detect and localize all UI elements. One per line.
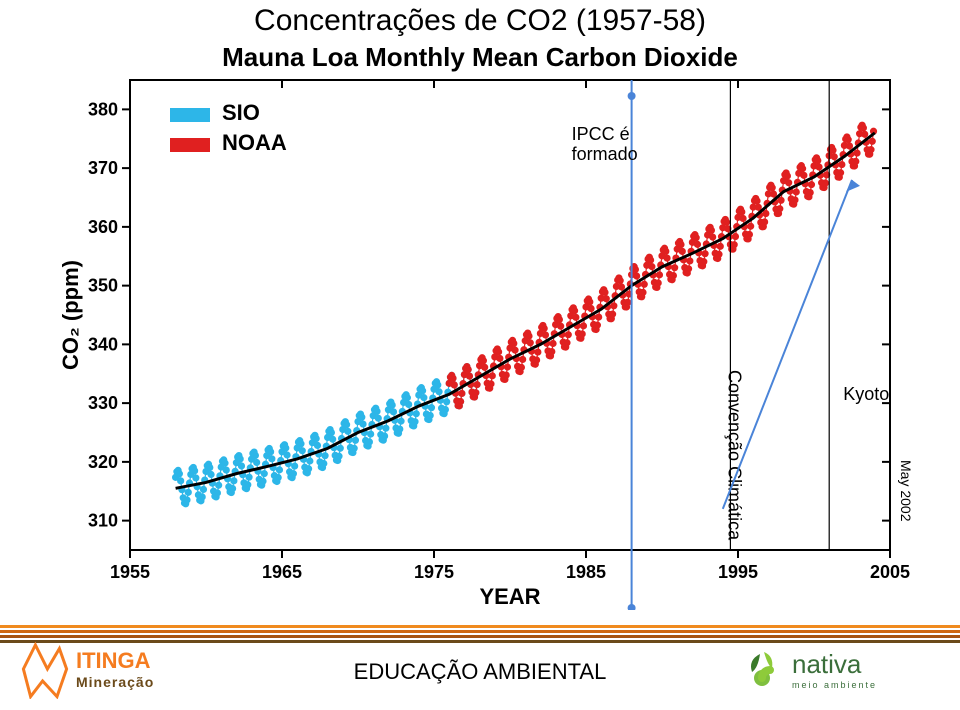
logo-nativa: nativa meio ambiente [740, 634, 940, 704]
svg-text:NOAA: NOAA [222, 130, 287, 155]
logo-nativa-sub: meio ambiente [792, 680, 877, 690]
svg-text:Convenção Climática: Convenção Climática [724, 370, 744, 541]
svg-text:1975: 1975 [414, 562, 454, 582]
svg-text:1965: 1965 [262, 562, 302, 582]
svg-text:Kyoto: Kyoto [843, 384, 889, 404]
svg-text:1955: 1955 [110, 562, 150, 582]
logo-nativa-name: nativa [792, 649, 877, 680]
co2-chart: 310 320 330 340 350 360 370 380 1955 1965 1975 1985… [60, 70, 920, 610]
svg-text:370: 370 [88, 158, 118, 178]
svg-text:IPCC é: IPCC é [572, 124, 630, 144]
svg-text:YEAR: YEAR [479, 584, 540, 609]
svg-text:380: 380 [88, 99, 118, 119]
svg-text:330: 330 [88, 393, 118, 413]
page-title: Concentrações de CO2 (1957-58) [0, 4, 960, 38]
chart-svg: 310 320 330 340 350 360 370 380 1955 1965 1975 1985… [60, 70, 920, 610]
logo-itinga: ITINGA Mineração [20, 634, 210, 704]
svg-text:350: 350 [88, 276, 118, 296]
svg-text:310: 310 [88, 511, 118, 531]
footer: EDUCAÇÃO AMBIENTAL ITINGA Mineração nati… [0, 625, 960, 710]
chart-title: Mauna Loa Monthly Mean Carbon Dioxide [0, 42, 960, 73]
svg-text:CO₂ (ppm): CO₂ (ppm) [60, 260, 83, 370]
svg-text:340: 340 [88, 334, 118, 354]
svg-text:1995: 1995 [718, 562, 758, 582]
svg-text:320: 320 [88, 452, 118, 472]
leaf-icon [740, 646, 786, 692]
logo-itinga-name: ITINGA [76, 648, 154, 674]
svg-text:SIO: SIO [222, 100, 260, 125]
svg-text:formado: formado [572, 144, 638, 164]
svg-text:360: 360 [88, 217, 118, 237]
svg-text:May 2002: May 2002 [898, 460, 914, 522]
svg-text:1985: 1985 [566, 562, 606, 582]
mining-icon [20, 639, 70, 699]
logo-itinga-sub: Mineração [76, 674, 154, 690]
svg-text:2005: 2005 [870, 562, 910, 582]
